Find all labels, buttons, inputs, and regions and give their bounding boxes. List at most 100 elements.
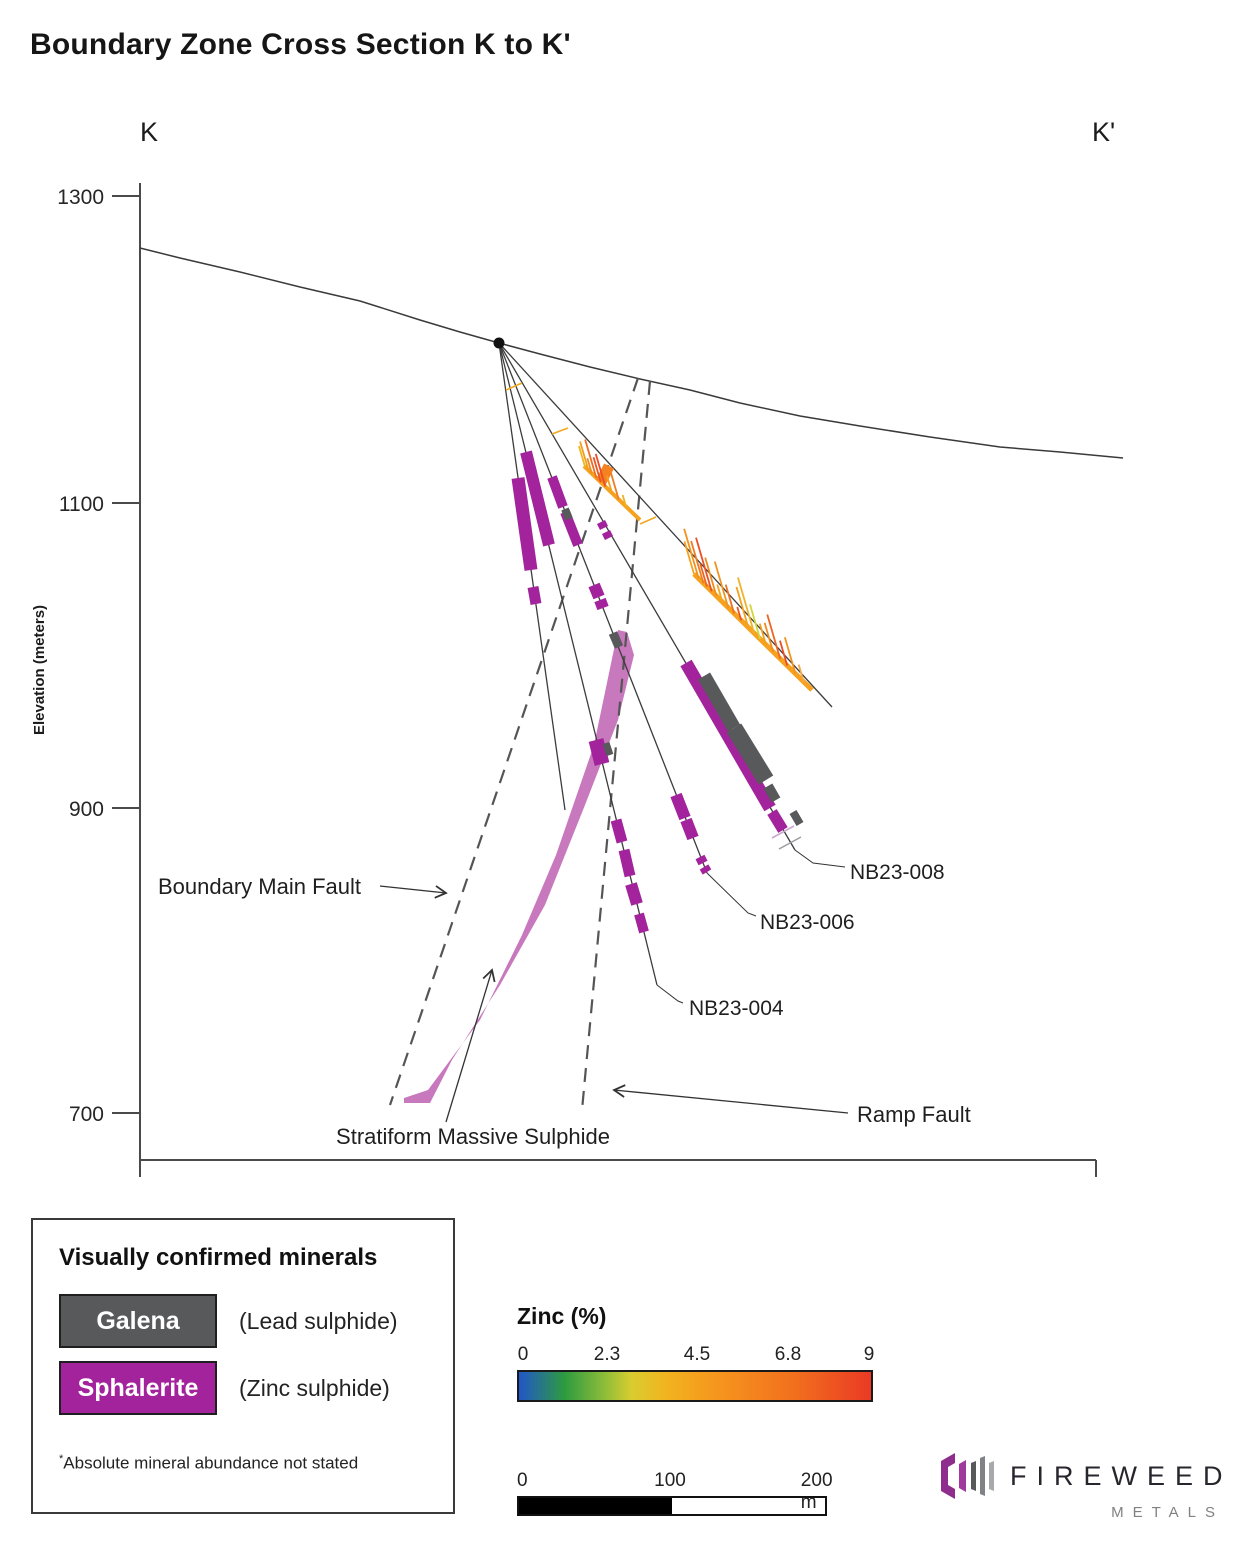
zinc-assay-spike bbox=[779, 640, 789, 666]
sphalerite-interval bbox=[695, 854, 708, 866]
zinc-assay-spike bbox=[735, 586, 750, 628]
galena-interval bbox=[789, 809, 804, 827]
zinc-assay-spike bbox=[610, 472, 620, 500]
elevation-axis-label: Elevation (meters) bbox=[31, 605, 48, 735]
zinc-assay-spike bbox=[737, 577, 756, 634]
stratiform-massive-sulphide-lens bbox=[404, 630, 634, 1103]
ramp-fault-line bbox=[580, 380, 652, 1111]
map-scale-bar: 0 100 200 m bbox=[517, 1470, 847, 1516]
boundary-main-fault-label: Boundary Main Fault bbox=[158, 874, 361, 899]
zinc-assay-spike bbox=[683, 528, 700, 579]
sms-label: Stratiform Massive Sulphide bbox=[336, 1124, 610, 1149]
zinc-tick-0: 0 bbox=[517, 1344, 529, 1365]
sphalerite-interval bbox=[601, 529, 614, 541]
fireweed-logo-icon bbox=[941, 1453, 994, 1499]
sphalerite-interval bbox=[767, 809, 788, 833]
nb23-004-label: NB23-004 bbox=[689, 997, 784, 1020]
zinc-assay-spike bbox=[584, 439, 598, 479]
sphalerite-interval bbox=[596, 519, 609, 531]
zinc-tick-4-5: 4.5 bbox=[683, 1344, 711, 1365]
ramp-fault-label: Ramp Fault bbox=[857, 1102, 971, 1127]
sphalerite-interval bbox=[588, 582, 605, 600]
tick-1100: 1100 bbox=[59, 493, 104, 516]
zinc-assay-spike bbox=[695, 537, 713, 592]
galena-interval bbox=[763, 783, 781, 803]
zinc-assay-histogram bbox=[578, 439, 814, 692]
logo-company-name: FIREWEED bbox=[1010, 1460, 1233, 1491]
legend-footnote: *Absolute mineral abundance not stated bbox=[59, 1453, 427, 1474]
zinc-assay-spike bbox=[592, 456, 602, 483]
sphalerite-interval bbox=[547, 475, 568, 509]
nb23-004-leader bbox=[656, 984, 684, 1004]
nb23-006-label: NB23-006 bbox=[760, 911, 855, 934]
fireweed-logo: FIREWEED METALS bbox=[938, 1452, 1238, 1521]
zinc-assay-spike bbox=[797, 664, 805, 683]
logo-division-name: METALS bbox=[1111, 1504, 1224, 1521]
cross-section-diagram: K K' 1300 1100 900 700 Elevation (meters… bbox=[31, 117, 1124, 1177]
zinc-assay-spike bbox=[724, 584, 735, 614]
sphalerite-interval bbox=[680, 817, 699, 841]
sphalerite-interval bbox=[680, 659, 776, 812]
zinc-assay-spike bbox=[586, 457, 593, 474]
sphalerite-intervals bbox=[511, 450, 788, 934]
galena-interval bbox=[602, 741, 614, 757]
zinc-assay-spike bbox=[594, 453, 607, 487]
drill-collar-dot bbox=[493, 337, 505, 349]
galena-interval bbox=[608, 631, 624, 649]
drill-trace-nb23-004 bbox=[498, 342, 658, 986]
galena-description: (Lead sulphide) bbox=[239, 1307, 398, 1334]
zinc-scale-title: Zinc (%) bbox=[517, 1303, 607, 1329]
zinc-scale-ticks: 0 2.3 4.5 6.8 9 bbox=[517, 1344, 877, 1370]
nb23-006-leader bbox=[706, 872, 757, 917]
scale-tick-0: 0 bbox=[517, 1470, 528, 1491]
zinc-assay-spikes bbox=[578, 439, 805, 683]
legend-box: Visually confirmed minerals Galena (Lead… bbox=[31, 1218, 455, 1514]
zinc-assay-spike bbox=[766, 614, 782, 659]
sphalerite-interval bbox=[699, 864, 712, 875]
zinc-assay-spike bbox=[749, 604, 761, 640]
sphalerite-description: (Zinc sulphide) bbox=[239, 1374, 390, 1401]
legend-title: Visually confirmed minerals bbox=[59, 1244, 378, 1271]
tick-900: 900 bbox=[69, 798, 104, 821]
zinc-color-scale: Zinc (%) 0 2.3 4.5 6.8 9 bbox=[517, 1303, 877, 1402]
legend-row-sphalerite: Sphalerite (Zinc sulphide) bbox=[59, 1361, 427, 1415]
scale-bar-black-half bbox=[519, 1498, 672, 1514]
zinc-tick-2-3: 2.3 bbox=[593, 1344, 621, 1365]
zinc-assay-spike bbox=[758, 623, 767, 646]
galena-interval bbox=[697, 672, 741, 732]
sphalerite-interval bbox=[670, 792, 691, 821]
scale-tick-100: 100 bbox=[654, 1470, 686, 1491]
zinc-assay-spike bbox=[783, 637, 797, 675]
elevation-axis: 1300 1100 900 700 Elevation (meters) bbox=[31, 183, 1097, 1177]
scale-bar-ticks: 0 100 200 m bbox=[517, 1470, 847, 1513]
sphalerite-interval bbox=[625, 882, 643, 906]
legend-row-galena: Galena (Lead sulphide) bbox=[59, 1294, 427, 1348]
zinc-assay-spike bbox=[683, 541, 695, 575]
section-marker-k-prime: K' bbox=[1092, 117, 1115, 147]
zinc-tick-6-8: 6.8 bbox=[774, 1344, 802, 1365]
footnote-marker: * bbox=[59, 1453, 64, 1465]
annotation-leaders bbox=[379, 849, 849, 1123]
zinc-assay-spike bbox=[621, 494, 627, 507]
zinc-assay-spike bbox=[716, 584, 724, 603]
sphalerite-color-chip: Sphalerite bbox=[59, 1361, 217, 1415]
nb23-008-label: NB23-008 bbox=[850, 861, 945, 884]
galena-interval bbox=[726, 723, 774, 785]
zinc-assay-spike bbox=[578, 445, 586, 468]
drill-trace-1 bbox=[498, 342, 566, 811]
galena-intervals bbox=[561, 507, 804, 827]
low-grade-ticks bbox=[505, 382, 802, 850]
zinc-assay-spike bbox=[699, 563, 708, 588]
zinc-assay-spike bbox=[713, 561, 730, 608]
scale-bar-white-half bbox=[672, 1498, 825, 1514]
zinc-tick-9: 9 bbox=[863, 1344, 875, 1365]
sphalerite-interval bbox=[511, 477, 538, 571]
footnote-text: Absolute mineral abundance not stated bbox=[63, 1453, 359, 1473]
zinc-assay-spike bbox=[579, 441, 590, 471]
scale-tick-200: 200 m bbox=[800, 1470, 833, 1513]
scale-bar-strip bbox=[517, 1496, 827, 1516]
zinc-assay-spike bbox=[736, 606, 743, 621]
zinc-assay-spike bbox=[704, 557, 718, 597]
galena-interval bbox=[561, 507, 573, 521]
